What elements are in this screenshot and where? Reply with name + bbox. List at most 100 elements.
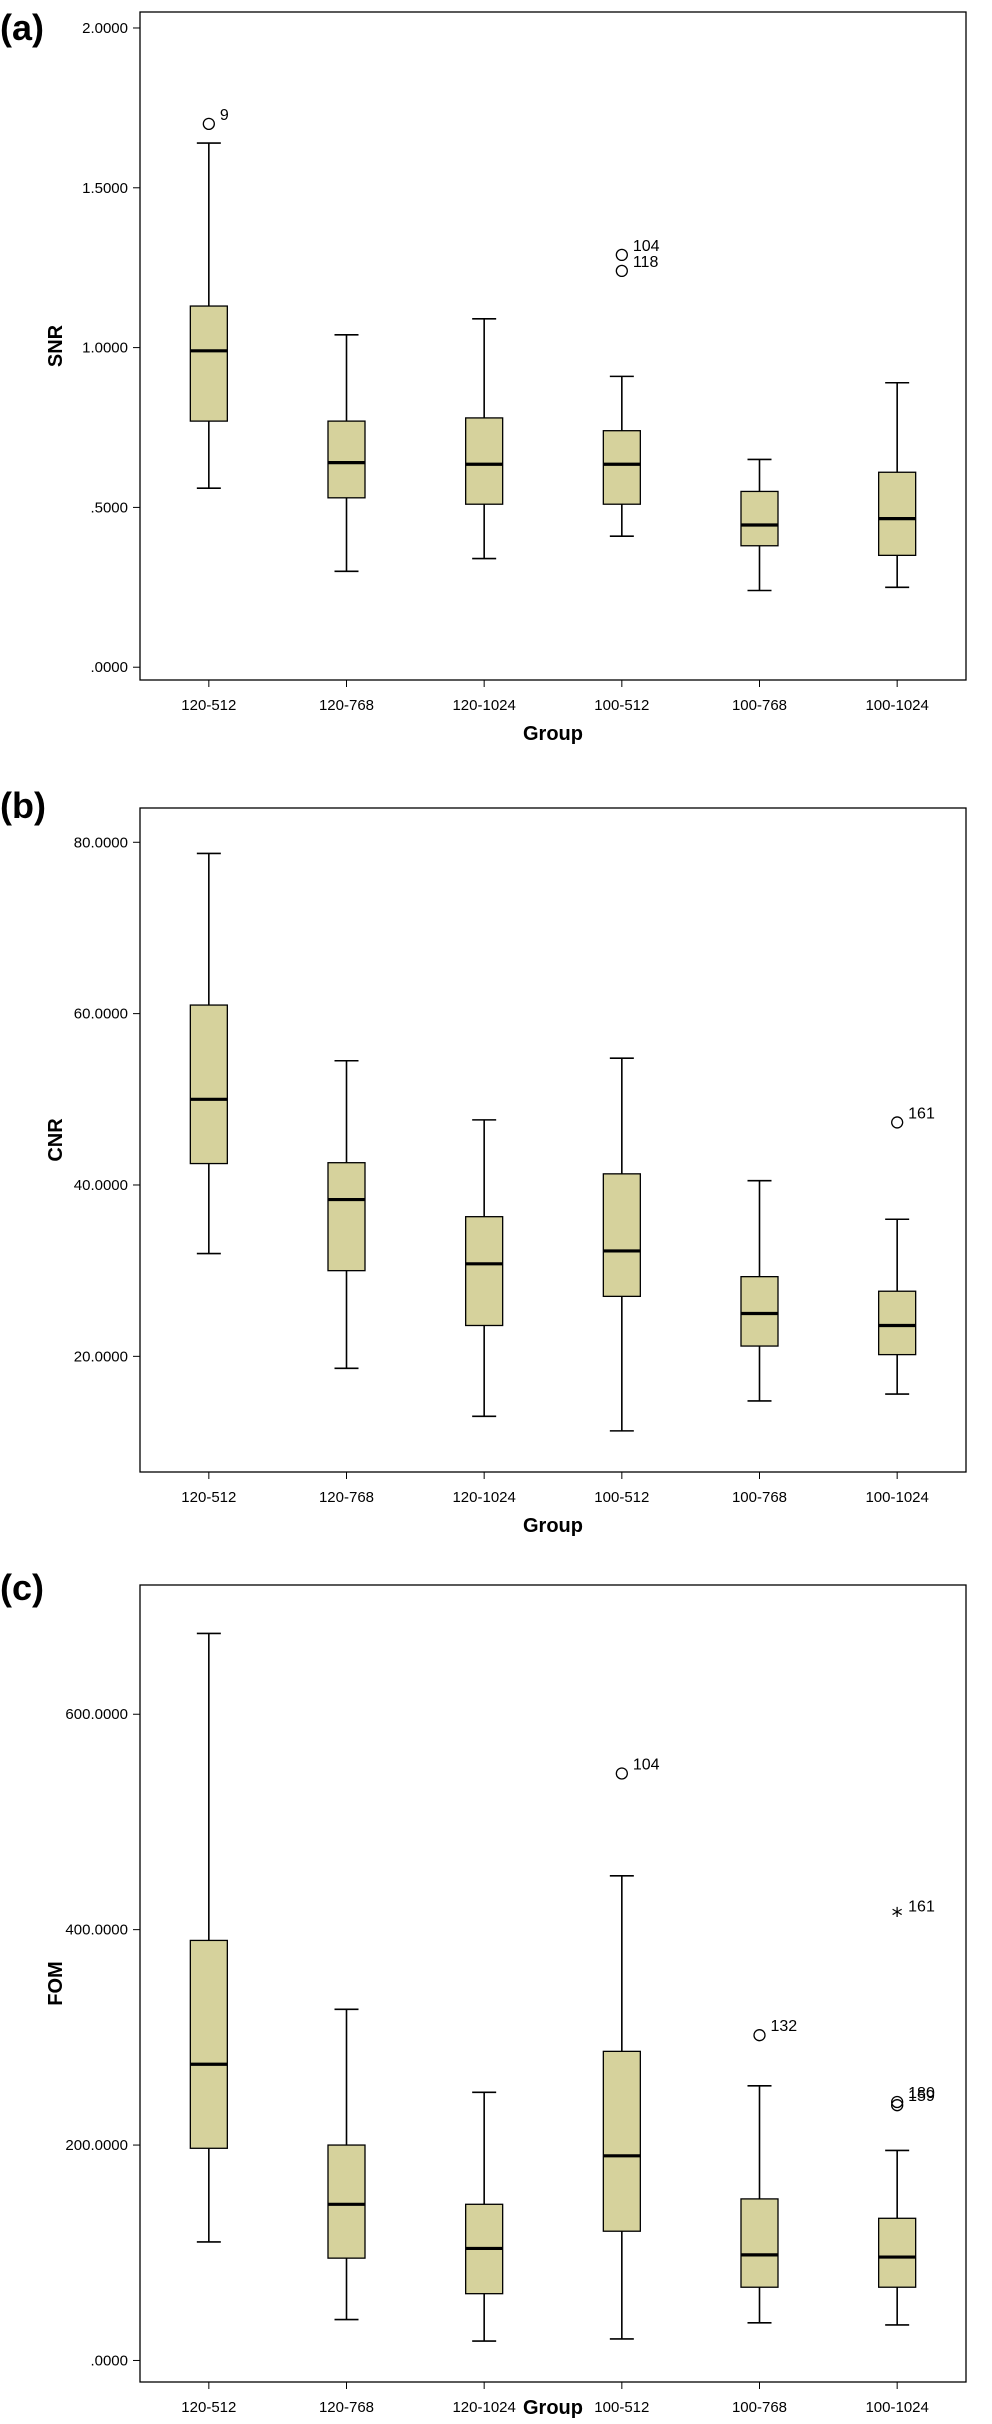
iqr-box — [189, 1004, 228, 1165]
x-tick-label: 120-768 — [319, 2399, 374, 2416]
iqr-box — [327, 420, 366, 499]
plot-frame — [139, 807, 967, 1473]
iqr-box — [189, 1939, 228, 2149]
y-tick-label: 200.0000 — [65, 2137, 128, 2154]
x-tick-label: 100-768 — [732, 697, 787, 714]
x-tick-label: 100-1024 — [865, 697, 928, 714]
box-100-512 — [602, 1057, 641, 1432]
x-tick-label: 120-512 — [181, 1489, 236, 1506]
outlier-label: 104 — [633, 238, 660, 255]
iqr-box — [465, 1216, 504, 1327]
box-100-1024: 161 — [878, 1105, 935, 1395]
iqr-box — [189, 305, 228, 422]
plot-frame — [139, 1584, 967, 2383]
y-tick-label: 20.0000 — [74, 1348, 128, 1365]
y-tick-label: 60.0000 — [74, 1006, 128, 1023]
x-tick-label: 120-1024 — [452, 2399, 515, 2416]
iqr-box — [602, 430, 641, 505]
y-axis-title: FOM — [45, 1961, 67, 2005]
y-tick-label: 40.0000 — [74, 1177, 128, 1194]
panel-1: (a) .0000 .5000 1.0000 1.5000 2.0000 120-512 12… — [0, 7, 967, 745]
iqr-box — [327, 1162, 366, 1272]
x-tick-label: 120-1024 — [452, 697, 515, 714]
panel-2: (b) 20.0000 40.0000 60.0000 80.0000 120-512 12… — [0, 785, 967, 1537]
y-tick-label: 2.0000 — [82, 20, 128, 37]
outlier-label: 118 — [633, 254, 659, 271]
iqr-box — [740, 2198, 779, 2288]
outlier-circle — [891, 1116, 904, 1129]
y-tick-label: 600.0000 — [65, 1706, 128, 1723]
x-tick-label: 100-512 — [594, 697, 649, 714]
y-tick-label: 1.0000 — [82, 340, 128, 357]
y-tick-label: 1.5000 — [82, 180, 128, 197]
box-120-1024 — [465, 2091, 504, 2342]
box-120-512 — [189, 1632, 228, 2243]
x-tick-label: 120-512 — [181, 2399, 236, 2416]
box-120-1024 — [465, 1119, 504, 1418]
outlier-circle — [753, 2029, 766, 2042]
iqr-box — [878, 1290, 917, 1356]
iqr-box — [327, 2144, 366, 2259]
box-120-1024 — [465, 318, 504, 560]
y-tick-label: 400.0000 — [65, 1922, 128, 1939]
x-tick-label: 100-512 — [594, 1489, 649, 1506]
box-100-1024 — [878, 381, 917, 589]
y-tick-label: 80.0000 — [74, 834, 128, 851]
box-100-512: 104 — [602, 1756, 660, 2340]
box-100-768 — [740, 1179, 779, 1402]
iqr-box — [740, 490, 779, 547]
outlier-circle — [615, 248, 628, 262]
x-tick-label: 120-1024 — [452, 1489, 515, 1506]
x-tick-label: 100-1024 — [865, 1489, 928, 1506]
y-tick-label: .0000 — [90, 2352, 128, 2369]
x-tick-label: 100-768 — [732, 2399, 787, 2416]
y-axis-title: SNR — [45, 324, 67, 367]
x-axis-title: Group — [523, 723, 583, 745]
outlier-circle — [615, 264, 628, 278]
iqr-box — [878, 2217, 917, 2288]
box-120-512 — [189, 852, 228, 1255]
iqr-box — [465, 417, 504, 505]
panel-label: (c) — [0, 1567, 44, 1608]
box-120-768 — [327, 334, 366, 573]
outlier-circle — [202, 117, 215, 131]
outlier-label: 159 — [908, 2088, 935, 2105]
outlier-label: 104 — [633, 1756, 660, 1773]
x-tick-label: 120-512 — [181, 697, 236, 714]
outlier-label: 132 — [771, 2018, 798, 2035]
panel-label: (b) — [0, 785, 46, 826]
box-100-768: 132 — [740, 2018, 798, 2324]
y-tick-label: .0000 — [90, 659, 128, 676]
y-axis-title: CNR — [45, 1118, 67, 1162]
outlier-label: 180 — [908, 2085, 935, 2102]
outlier-circle — [891, 2099, 904, 2112]
panel-3: (c) .0000 200.0000 400.0000 600.0000 120-512 1… — [0, 1567, 967, 2419]
panel-label: (a) — [0, 7, 44, 48]
iqr-box — [740, 1276, 779, 1347]
box-100-768 — [740, 458, 779, 592]
x-tick-label: 120-768 — [319, 697, 374, 714]
outlier-circle — [615, 1767, 628, 1780]
outlier-circle — [891, 2095, 904, 2109]
iqr-box — [878, 471, 917, 556]
x-axis-title: Group — [523, 2397, 583, 2419]
outlier-label: 9 — [220, 107, 229, 124]
plot-frame — [139, 11, 967, 681]
x-tick-label: 120-768 — [319, 1489, 374, 1506]
outlier-label: 161 — [908, 1105, 935, 1122]
iqr-box — [602, 1173, 641, 1298]
x-tick-label: 100-1024 — [865, 2399, 928, 2416]
x-tick-label: 100-768 — [732, 1489, 787, 1506]
y-tick-label: .5000 — [90, 499, 128, 516]
box-120-512: 9 — [189, 107, 229, 490]
x-axis-title: Group — [523, 1515, 583, 1537]
box-120-768 — [327, 2008, 366, 2321]
outlier-star: * — [892, 1905, 903, 1930]
iqr-box — [602, 2050, 641, 2232]
outlier-label: 161 — [908, 1899, 935, 1916]
x-tick-label: 100-512 — [594, 2399, 649, 2416]
box-120-768 — [327, 1059, 366, 1370]
